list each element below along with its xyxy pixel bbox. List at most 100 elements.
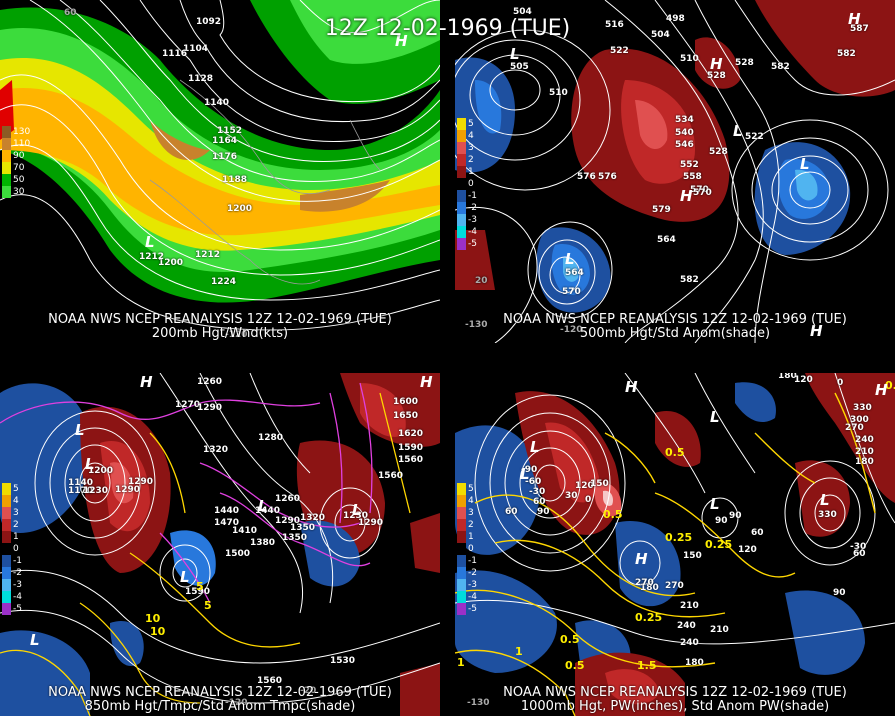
legend-swatch bbox=[2, 591, 11, 603]
low-center: L bbox=[520, 465, 530, 483]
legend-swatch bbox=[2, 543, 11, 555]
legend-swatch bbox=[457, 130, 466, 142]
contour-label: 504 bbox=[651, 30, 670, 40]
contour-label: 270 bbox=[665, 581, 684, 591]
legend-swatch bbox=[457, 495, 466, 507]
contour-label: 120 bbox=[575, 481, 594, 491]
anomaly-legend: 5 4 3 2 1 0 -1 -2 -3 -4 -5 bbox=[457, 118, 487, 250]
contour-label: 534 bbox=[675, 115, 694, 125]
contour-label: 552 bbox=[680, 160, 699, 170]
pw-label: 0.25 bbox=[885, 379, 895, 392]
lat-label: 60 bbox=[64, 8, 77, 18]
low-center: L bbox=[565, 250, 575, 268]
contour-label: 240 bbox=[680, 638, 699, 648]
legend-swatch bbox=[2, 162, 11, 174]
legend-swatch bbox=[2, 603, 11, 615]
contour-label: 582 bbox=[680, 275, 699, 285]
contour-label: 522 bbox=[745, 132, 764, 142]
contour-label: 1530 bbox=[330, 656, 356, 666]
contour-label: 1350 bbox=[282, 533, 308, 543]
panel-caption: NOAA NWS NCEP REANALYSIS 12Z 12-02-1969 … bbox=[48, 685, 392, 700]
legend-swatch bbox=[457, 190, 466, 202]
lat-label: 20 bbox=[475, 276, 488, 286]
contour-label: 330 bbox=[853, 403, 872, 413]
panel-1000mb-map bbox=[455, 373, 895, 716]
low-center: L bbox=[510, 45, 520, 63]
contour-label: 1590 bbox=[398, 443, 424, 453]
contour-label: 1320 bbox=[300, 513, 326, 523]
low-center: L bbox=[710, 408, 720, 426]
legend-swatch bbox=[457, 166, 466, 178]
contour-label: 240 bbox=[677, 621, 696, 631]
lon-label: -120 bbox=[225, 698, 248, 708]
contour-label: 582 bbox=[771, 62, 790, 72]
contour-label: 564 bbox=[565, 268, 584, 278]
contour-label: 270 bbox=[845, 423, 864, 433]
legend-swatch bbox=[457, 214, 466, 226]
contour-label: 1290 bbox=[197, 403, 223, 413]
contour-label: 90 bbox=[729, 511, 742, 521]
contour-label: 120 bbox=[794, 375, 813, 385]
panel-caption: NOAA NWS NCEP REANALYSIS 12Z 12-02-1969 … bbox=[503, 685, 847, 700]
isotherm-label: 5 bbox=[204, 599, 212, 612]
panel-850mb: 1260 1270 1280 1290 1320 1140 1170 1200 … bbox=[0, 373, 440, 716]
contour-label: 210 bbox=[680, 601, 699, 611]
legend-swatch bbox=[457, 226, 466, 238]
legend-swatch bbox=[457, 591, 466, 603]
panel-200mb: 1092 1104 1116 1128 1140 1152 1164 1176 … bbox=[0, 0, 440, 343]
contour-label: 1176 bbox=[212, 152, 238, 162]
contour-label: 1470 bbox=[214, 518, 240, 528]
legend-swatch bbox=[457, 507, 466, 519]
contour-label: 180 bbox=[855, 457, 874, 467]
legend-swatch bbox=[457, 202, 466, 214]
contour-label: 1560 bbox=[378, 471, 404, 481]
contour-label: 1164 bbox=[212, 136, 238, 146]
contour-label: 1290 bbox=[115, 485, 141, 495]
legend-swatch bbox=[457, 142, 466, 154]
contour-label: 1440 bbox=[255, 506, 281, 516]
low-center: L bbox=[800, 155, 810, 173]
contour-label: 1116 bbox=[162, 49, 188, 59]
contour-label: 90 bbox=[833, 588, 846, 598]
isotherm-label: 5 bbox=[196, 580, 204, 593]
anomaly-legend: 5 4 3 2 1 0 -1 -2 -3 -4 -5 bbox=[457, 483, 487, 615]
legend-swatch bbox=[2, 579, 11, 591]
contour-label: 240 bbox=[855, 435, 874, 445]
contour-label: 1410 bbox=[232, 526, 258, 536]
contour-label: 300 bbox=[850, 415, 869, 425]
contour-label: 1230 bbox=[343, 511, 369, 521]
contour-label: 1560 bbox=[257, 676, 283, 686]
contour-label: 498 bbox=[666, 14, 685, 24]
contour-label: 1270 bbox=[175, 400, 201, 410]
contour-label: 1590 bbox=[185, 587, 211, 597]
contour-label: 1104 bbox=[183, 44, 209, 54]
contour-label: 270 bbox=[635, 578, 654, 588]
contour-label: 540 bbox=[675, 128, 694, 138]
panel-subcaption: 850mb Hgt/Tmpc/Std Anom Tmpc(shade) bbox=[84, 699, 356, 714]
legend-swatch bbox=[457, 543, 466, 555]
contour-label: 30 bbox=[565, 491, 578, 501]
legend-swatch bbox=[457, 519, 466, 531]
panel-500mb: 504 498 516 504 510 522 528 505 510 534 … bbox=[455, 0, 895, 343]
contour-label: 1650 bbox=[393, 411, 419, 421]
high-center: H bbox=[810, 322, 823, 340]
legend-swatch bbox=[2, 507, 11, 519]
contour-label: 587 bbox=[850, 24, 869, 34]
panel-caption: NOAA NWS NCEP REANALYSIS 12Z 12-02-1969 … bbox=[503, 312, 847, 327]
legend-swatch bbox=[2, 519, 11, 531]
contour-label: 516 bbox=[605, 20, 624, 30]
pw-label: 1 bbox=[457, 656, 465, 669]
contour-label: 576 bbox=[577, 172, 596, 182]
legend-swatch bbox=[457, 483, 466, 495]
legend-swatch bbox=[2, 495, 11, 507]
low-center: L bbox=[85, 455, 95, 473]
panel-500mb-map bbox=[455, 0, 895, 343]
low-center: L bbox=[258, 497, 268, 515]
panel-caption: NOAA NWS NCEP REANALYSIS 12Z 12-02-1969 … bbox=[48, 312, 392, 327]
legend-swatch bbox=[457, 118, 466, 130]
legend-swatch bbox=[457, 531, 466, 543]
legend-swatch bbox=[2, 150, 11, 162]
contour-label: 504 bbox=[513, 7, 532, 17]
map-title: 12Z 12-02-1969 (TUE) bbox=[324, 16, 571, 41]
low-center: L bbox=[820, 491, 830, 509]
